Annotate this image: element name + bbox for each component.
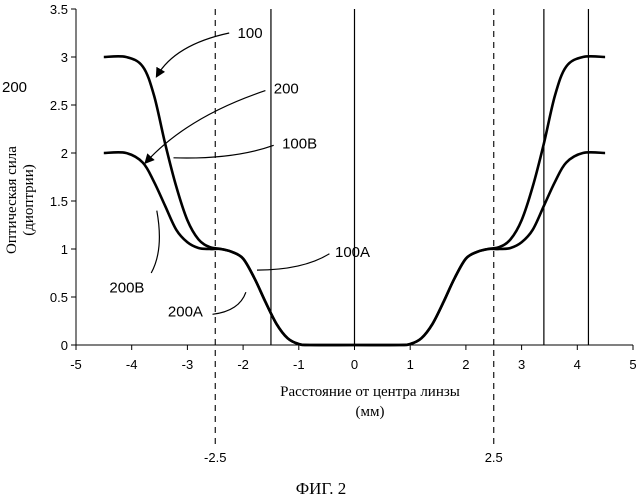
annotation-leader-200B [151, 211, 159, 273]
x-axis-label: Расстояние от центра линзы [280, 384, 460, 400]
y-tick-label: 1.5 [50, 194, 68, 209]
side-series-label: 200 [2, 79, 27, 96]
annotation-label-200: 200 [274, 81, 299, 98]
annotation-leader-100 [157, 33, 229, 76]
x-tick-label: 3 [518, 357, 525, 372]
x-tick-labels: -5 -4 -3 -2 -1 0 1 2 3 4 5 [70, 345, 636, 372]
x-tick-label: -1 [293, 357, 305, 372]
y-tick-label: 0.5 [50, 290, 68, 305]
x-axis-unit-label: (мм) [356, 404, 385, 420]
annotation-label-200B: 200B [109, 279, 144, 296]
annotation-label-100A: 100A [335, 244, 370, 261]
annotation-leader-200A [213, 292, 246, 314]
dashed-marker-label: -2.5 [204, 450, 226, 465]
annotation-leader-100B [174, 145, 274, 158]
figure-caption: ФИГ. 2 [296, 479, 347, 498]
y-tick-label: 1 [61, 242, 68, 257]
x-tick-label: -5 [70, 357, 82, 372]
dashed-marker-label: 2.5 [485, 450, 503, 465]
y-tick-label: 2 [61, 146, 68, 161]
y-tick-label: 2.5 [50, 98, 68, 113]
vertical-reference-lines [271, 9, 588, 345]
x-tick-label: 4 [574, 357, 581, 372]
x-tick-label: 1 [407, 357, 414, 372]
y-axis-label: Оптическая сила [4, 146, 20, 254]
y-tick-label: 3 [61, 50, 68, 65]
x-tick-label: -3 [182, 357, 194, 372]
annotation-label-100B: 100B [282, 135, 317, 152]
x-tick-label: 5 [629, 357, 636, 372]
x-tick-label: 2 [462, 357, 469, 372]
y-tick-labels: 0 0.5 1 1.5 2 2.5 3 3.5 [50, 2, 76, 353]
x-tick-label: -2 [237, 357, 249, 372]
y-axis-unit-label: (диоптрии) [21, 164, 37, 235]
annotation-leader-200 [146, 91, 266, 163]
y-tick-label: 3.5 [50, 2, 68, 17]
x-tick-label: 0 [351, 357, 358, 372]
annotation-leader-100A [257, 254, 329, 270]
annotation-label-100: 100 [238, 25, 263, 42]
x-tick-label: -4 [126, 357, 138, 372]
annotation-label-200A: 200A [168, 303, 203, 320]
y-tick-label: 0 [61, 338, 68, 353]
